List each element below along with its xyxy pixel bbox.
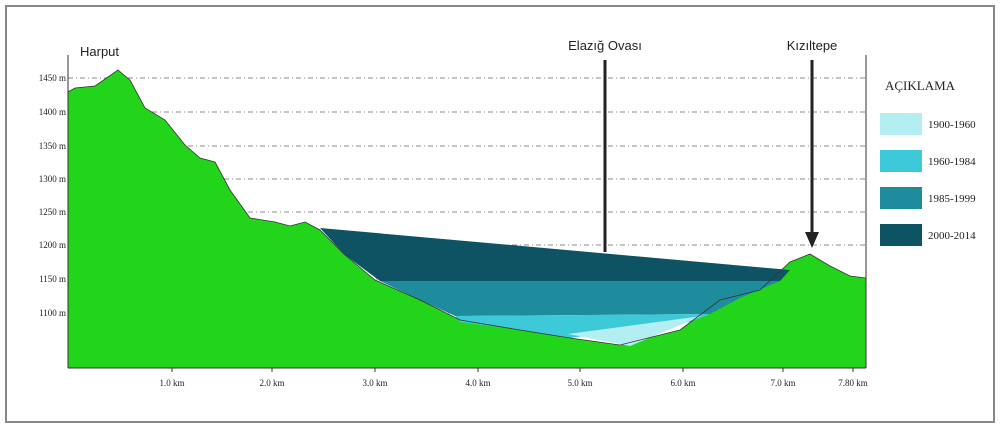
legend-label: 2000-2014 <box>928 230 976 242</box>
x-tick-label: 4.0 km <box>465 378 490 388</box>
place-label: Harput <box>80 44 119 59</box>
y-tick-label: 1250 m <box>39 207 66 217</box>
place-label: Kızıltepe <box>787 38 838 53</box>
y-tick-label: 1150 m <box>39 274 66 284</box>
legend-swatch <box>880 187 922 209</box>
y-tick-label: 1450 m <box>39 73 66 83</box>
arrow-head <box>805 232 819 248</box>
legend: 1900-1960 1960-1984 1985-1999 2000-2014 <box>880 113 976 246</box>
legend-label: 1960-1984 <box>928 156 976 168</box>
legend-swatch <box>880 224 922 246</box>
legend-label: 1900-1960 <box>928 119 976 131</box>
legend-swatch <box>880 113 922 135</box>
x-tick-label: 7.80 km <box>838 378 868 388</box>
water-1960-1984 <box>455 314 710 338</box>
x-tick-label: 1.0 km <box>159 378 184 388</box>
legend-swatch <box>880 150 922 172</box>
y-tick-label: 1400 m <box>39 107 66 117</box>
water-1985-1999 <box>380 281 780 316</box>
legend-label: 1985-1999 <box>928 193 976 205</box>
legend-title: AÇIKLAMA <box>885 78 956 93</box>
water-2000-2014 <box>320 228 790 281</box>
y-tick-label: 1100 m <box>39 308 66 318</box>
water-1900-1960 <box>568 316 702 346</box>
terrain <box>68 70 866 368</box>
x-tick-label: 7.0 km <box>770 378 795 388</box>
place-label: Elazığ Ovası <box>568 38 642 53</box>
y-tick-label: 1300 m <box>39 174 66 184</box>
y-tick-label: 1350 m <box>39 141 66 151</box>
x-tick-label: 2.0 km <box>259 378 284 388</box>
x-tick-label: 3.0 km <box>362 378 387 388</box>
y-tick-label: 1200 m <box>39 240 66 250</box>
x-tick-label: 6.0 km <box>670 378 695 388</box>
x-tick-label: 5.0 km <box>567 378 592 388</box>
terrain-outline <box>67 69 867 346</box>
